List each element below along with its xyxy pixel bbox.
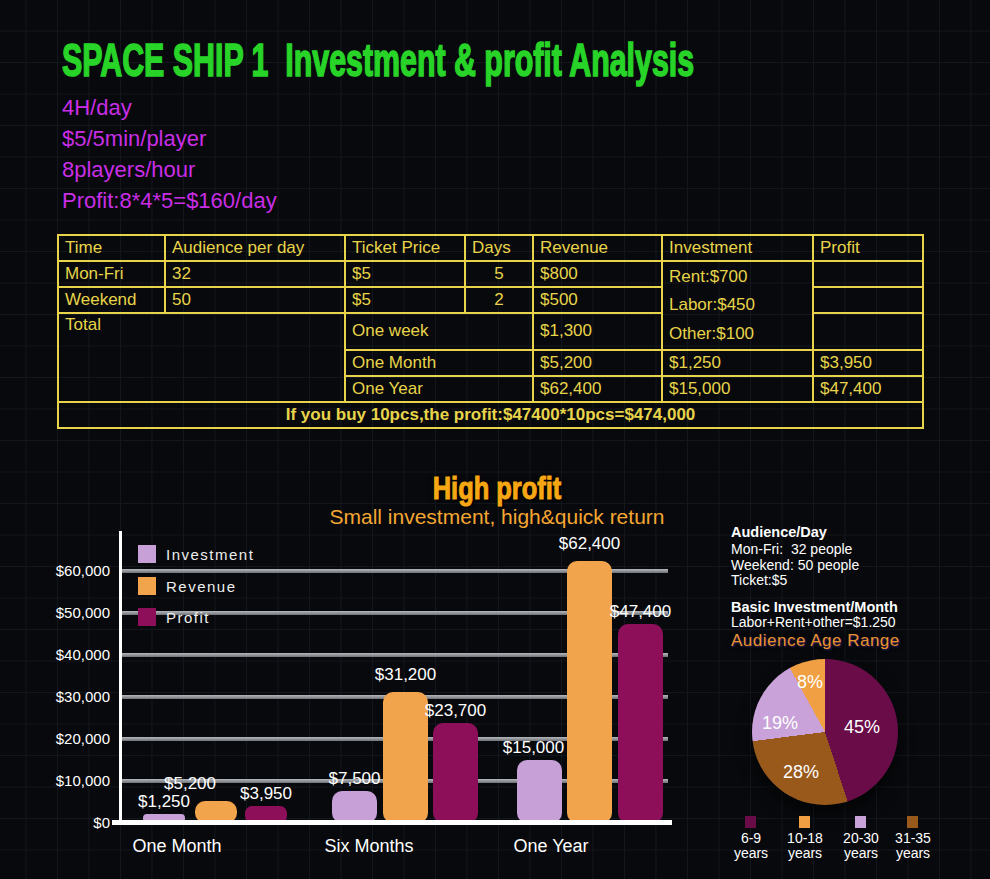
cell-price: $5	[345, 287, 465, 313]
col-header-time: Time	[58, 235, 165, 261]
cell-revenue: $62,400	[533, 376, 662, 402]
x-axis-line	[112, 820, 672, 825]
pie-legend-swatch	[855, 816, 866, 828]
cell-revenue: $500	[533, 287, 662, 313]
audience-line: Ticket:$5	[731, 572, 787, 588]
legend-label: Profit	[166, 609, 210, 626]
col-header-ticket-price: Ticket Price	[345, 235, 465, 261]
pie-slice-label: 28%	[783, 762, 819, 783]
cell-profit: $47,400	[813, 376, 923, 402]
cell-investment: $15,000	[662, 376, 813, 402]
chart-subtitle: Small investment, high&quick return	[247, 505, 747, 529]
bar-investment	[517, 760, 562, 823]
pie-slice-label: 8%	[797, 672, 823, 693]
cell-audience: 32	[165, 261, 345, 287]
cell-investment: $1,250	[662, 350, 813, 376]
col-header-revenue: Revenue	[533, 235, 662, 261]
spec-line: 8players/hour	[62, 154, 277, 185]
bar-value-label: $31,200	[346, 666, 466, 684]
audience-line: Weekend: 50 people	[731, 557, 859, 573]
cell-audience: 50	[165, 287, 345, 313]
cell-profit: $3,950	[813, 350, 923, 376]
cell-period: One Month	[345, 350, 533, 376]
bar-value-label: $47,400	[581, 603, 701, 621]
audience-line: Mon-Fri: 32 people	[731, 541, 852, 557]
col-header-days: Days	[465, 235, 533, 261]
cell-days: 2	[465, 287, 533, 313]
col-header-investment: Investment	[662, 235, 813, 261]
spec-line: 4H/day	[62, 92, 277, 123]
table-row: Mon-Fri 32 $5 5 $800 Rent:$700 Labor:$45…	[58, 261, 923, 287]
y-axis-tick-label: $0	[28, 814, 110, 831]
bar-revenue	[567, 561, 612, 823]
pie-legend-swatch	[745, 816, 756, 828]
y-axis-tick-label: $10,000	[28, 772, 110, 789]
cell-profit-empty	[813, 287, 923, 313]
cell-revenue: $1,300	[533, 313, 662, 350]
table-header-row: Time Audience per day Ticket Price Days …	[58, 235, 923, 261]
pie-chart-title: Audience Age Range	[731, 631, 900, 651]
col-header-profit: Profit	[813, 235, 923, 261]
y-axis-line	[119, 531, 122, 822]
cell-revenue: $800	[533, 261, 662, 287]
spec-line: Profit:8*4*5=$160/day	[62, 185, 277, 216]
category-label: Six Months	[299, 836, 439, 857]
basic-investment-title: Basic Investment/Month	[731, 599, 898, 615]
y-axis-tick-label: $60,000	[28, 562, 110, 579]
table-footer-row: If you buy 10pcs,the profit:$47400*10pcs…	[58, 402, 923, 428]
cell-total-label: Total	[58, 313, 345, 402]
cell-time: Weekend	[58, 287, 165, 313]
cell-period: One week	[345, 313, 533, 350]
y-axis-tick-label: $30,000	[28, 688, 110, 705]
investment-line: Other:$100	[669, 320, 806, 348]
pie-legend-swatch	[799, 816, 810, 828]
legend-swatch-revenue	[138, 577, 156, 595]
cell-price: $5	[345, 261, 465, 287]
cell-profit-empty	[813, 261, 923, 287]
legend-swatch-profit	[138, 608, 156, 626]
spec-line: $5/5min/player	[62, 123, 277, 154]
bar-investment	[332, 791, 377, 823]
cell-days: 5	[465, 261, 533, 287]
basic-investment-line: Labor+Rent+other=$1.250	[731, 614, 896, 630]
legend-label: Investment	[166, 546, 254, 563]
spec-list: 4H/day $5/5min/player 8players/hour Prof…	[62, 92, 277, 216]
pie-legend-label: 31-35years	[895, 831, 931, 860]
pie-legend-swatch	[907, 816, 918, 828]
chart-title: High profit	[333, 471, 661, 507]
pie-slice-label: 19%	[762, 713, 798, 734]
cell-revenue: $5,200	[533, 350, 662, 376]
col-header-audience: Audience per day	[165, 235, 345, 261]
bar-profit	[433, 723, 478, 823]
category-label: One Year	[481, 836, 621, 857]
table-footer-note: If you buy 10pcs,the profit:$47400*10pcs…	[58, 402, 923, 428]
bar-value-label: $62,400	[530, 535, 650, 553]
y-axis-tick-label: $50,000	[28, 604, 110, 621]
audience-day-title: Audience/Day	[731, 524, 827, 540]
investment-line: Labor:$450	[669, 291, 806, 319]
pie-legend-label: 6-9years	[734, 831, 768, 860]
cell-investment-breakdown: Rent:$700 Labor:$450 Other:$100	[662, 261, 813, 350]
pie-slice-label: 45%	[844, 717, 880, 738]
investment-line: Rent:$700	[669, 263, 806, 291]
bar-value-label: $23,700	[396, 702, 516, 720]
cell-profit-empty	[813, 313, 923, 350]
page-title: SPACE SHIP 1 Investment & profit Analysi…	[62, 33, 694, 87]
category-label: One Month	[107, 836, 247, 857]
y-axis-tick-label: $40,000	[28, 646, 110, 663]
poster-background: SPACE SHIP 1 Investment & profit Analysi…	[0, 0, 990, 879]
legend-swatch-investment	[138, 545, 156, 563]
legend-label: Revenue	[166, 578, 237, 595]
analysis-table: Time Audience per day Ticket Price Days …	[57, 234, 924, 429]
pie-legend-label: 20-30years	[843, 831, 879, 860]
cell-period: One Year	[345, 376, 533, 402]
bar-profit	[618, 624, 663, 823]
cell-time: Mon-Fri	[58, 261, 165, 287]
pie-legend-label: 10-18years	[787, 831, 823, 860]
y-axis-tick-label: $20,000	[28, 730, 110, 747]
